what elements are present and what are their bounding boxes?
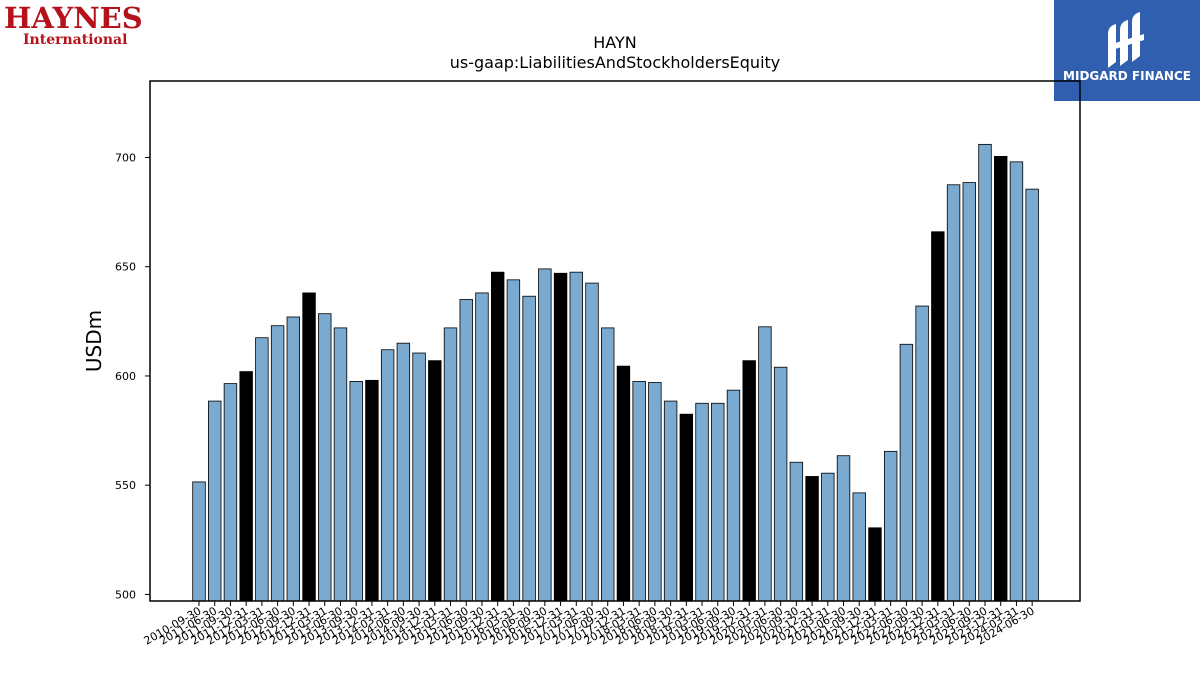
bar-2013-06-30 bbox=[333, 327, 348, 602]
y-tick-label: 700 bbox=[115, 151, 136, 164]
bar-2015-09-30 bbox=[475, 292, 489, 602]
bar-2022-09-30 bbox=[915, 305, 929, 602]
bar-2022-03-31 bbox=[883, 450, 898, 602]
bar-2012-09-30 bbox=[286, 316, 301, 602]
bar-2023-03-31 bbox=[946, 184, 961, 602]
bar-2023-12-31 bbox=[994, 155, 1008, 602]
haynes-logo: HAYNES International bbox=[4, 2, 164, 50]
bar-2016-09-30 bbox=[538, 268, 552, 602]
bar-2016-03-31 bbox=[506, 279, 521, 602]
bars-group bbox=[192, 143, 1039, 602]
x-axis-ticks: 2010-09-302011-06-302011-09-302011-12-31… bbox=[142, 601, 1037, 648]
bar-2016-06-30 bbox=[522, 295, 536, 602]
bar-2017-03-31 bbox=[569, 271, 583, 602]
chart-title: HAYN bbox=[593, 33, 637, 52]
bar-2021-03-31 bbox=[821, 472, 835, 602]
y-tick-label: 600 bbox=[115, 370, 136, 383]
bar-2015-03-31 bbox=[443, 327, 458, 602]
bar-2017-09-30 bbox=[601, 327, 615, 602]
bar-2019-03-31 bbox=[695, 402, 709, 602]
bar-2020-03-31 bbox=[758, 326, 772, 602]
bar-2023-06-30 bbox=[962, 182, 976, 602]
bar-2014-12-31 bbox=[428, 360, 442, 602]
bar-2020-09-30 bbox=[789, 461, 804, 602]
bar-2019-06-30 bbox=[711, 402, 725, 602]
bar-2023-09-30 bbox=[978, 143, 992, 602]
haynes-logo-brand: HAYNES bbox=[4, 1, 143, 35]
bar-2021-06-30 bbox=[836, 455, 851, 602]
y-axis-ticks: 500 550 600 650 700 bbox=[115, 151, 150, 601]
bar-2011-09-30 bbox=[223, 383, 238, 602]
bar-2012-06-30 bbox=[270, 325, 285, 602]
bar-2018-06-30 bbox=[648, 382, 662, 602]
bar-2022-12-31 bbox=[931, 231, 945, 602]
bar-2024-03-31 bbox=[1009, 161, 1024, 602]
bar-2012-03-31 bbox=[255, 337, 269, 602]
bar-2011-12-31 bbox=[239, 371, 253, 602]
y-axis-label: USDm bbox=[82, 310, 106, 372]
y-tick-label: 650 bbox=[115, 261, 136, 274]
bar-2017-06-30 bbox=[585, 282, 599, 602]
midgard-logo-text: MIDGARD FINANCE bbox=[1063, 69, 1191, 83]
haynes-logo-sub: International bbox=[23, 32, 128, 48]
bar-2014-06-30 bbox=[396, 342, 411, 602]
bar-2015-12-31 bbox=[490, 271, 505, 602]
bar-2019-09-30 bbox=[726, 389, 741, 602]
midgard-logo-mark-icon bbox=[1108, 12, 1144, 68]
bar-2012-12-31 bbox=[302, 292, 316, 602]
bar-2014-09-30 bbox=[412, 352, 426, 602]
bar-2015-06-30 bbox=[459, 299, 473, 602]
bar-2014-03-31 bbox=[380, 349, 395, 602]
midgard-finance-logo: MIDGARD FINANCE bbox=[1054, 0, 1200, 101]
bar-2016-12-31 bbox=[553, 272, 568, 602]
bar-2020-12-31 bbox=[805, 476, 819, 602]
bar-2020-06-30 bbox=[773, 366, 788, 602]
bar-2013-03-31 bbox=[318, 313, 332, 602]
bar-2021-09-30 bbox=[852, 492, 866, 602]
bar-2013-12-31 bbox=[365, 379, 379, 602]
plot-frame bbox=[149, 80, 1081, 602]
y-tick-label: 550 bbox=[115, 479, 136, 492]
bar-2018-03-31 bbox=[632, 381, 646, 602]
bar-2021-12-31 bbox=[868, 527, 882, 602]
bar-2018-09-30 bbox=[663, 400, 678, 602]
bar-2011-06-30 bbox=[208, 400, 222, 602]
bar-2013-09-30 bbox=[349, 381, 363, 602]
y-tick-label: 500 bbox=[115, 588, 136, 601]
chart-subtitle: us-gaap:LiabilitiesAndStockholdersEquity bbox=[449, 53, 781, 72]
bar-2010-09-30 bbox=[192, 481, 206, 602]
bar-2019-12-31 bbox=[742, 360, 756, 602]
bar-2024-06-30 bbox=[1025, 188, 1039, 602]
bar-2018-12-31 bbox=[679, 413, 694, 602]
bar-2017-12-31 bbox=[616, 365, 631, 602]
bar-2022-06-30 bbox=[899, 343, 914, 602]
